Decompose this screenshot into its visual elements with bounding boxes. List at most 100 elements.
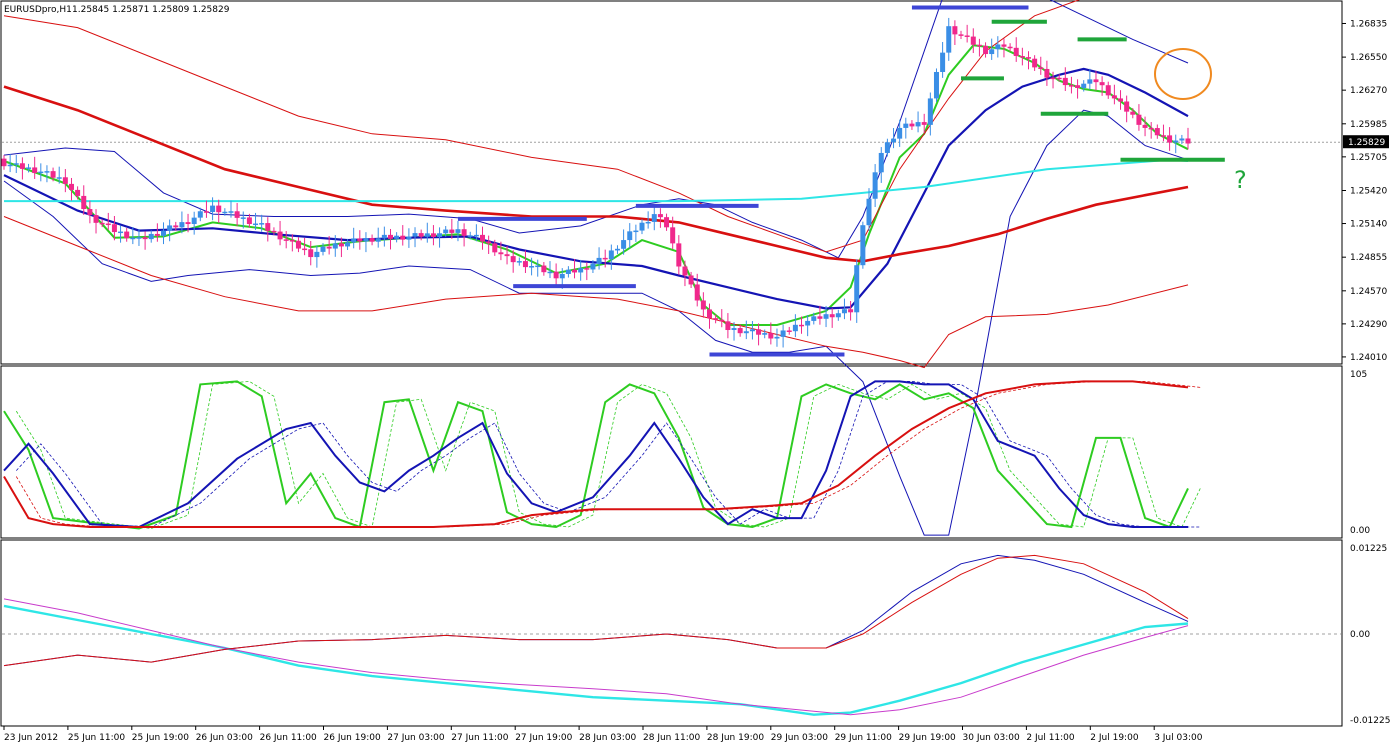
candle-body (130, 237, 136, 240)
time-tick-label: 3 Jul 03:00 (1154, 733, 1203, 743)
candle-body (203, 211, 209, 213)
indicator-ma_red_thick (3, 85, 1189, 263)
candle-body (467, 235, 473, 237)
candle-body (375, 238, 381, 242)
stochastic-panel-frame (0, 365, 1343, 539)
candle-body (946, 26, 952, 53)
price-tick-label: 1.26550 (1350, 53, 1387, 63)
time-tick-label: 27 Jun 19:00 (515, 733, 572, 743)
time-tick-label: 28 Jun 03:00 (579, 733, 636, 743)
candle-body (884, 142, 890, 153)
candle-body (731, 328, 737, 331)
candle-body (1142, 124, 1148, 128)
candle-body (762, 333, 768, 335)
time-tick-label: 27 Jun 11:00 (451, 733, 508, 743)
candle-body (320, 246, 326, 252)
candle-body (167, 225, 173, 231)
candle-body (749, 329, 755, 332)
candle-body (553, 271, 559, 279)
time-tick-label: 27 Jun 03:00 (387, 733, 444, 743)
time-tick-label: 26 Jun 03:00 (196, 733, 253, 743)
candle-body (1056, 77, 1062, 80)
price-series (1, 0, 1341, 536)
candle-body (455, 229, 461, 233)
time-tick-label: 30 Jun 03:00 (963, 733, 1020, 743)
candle-body (1032, 58, 1038, 68)
candle-body (608, 250, 614, 260)
oscillator-line (3, 554, 1189, 667)
candle-body (246, 217, 252, 225)
candle-body (792, 324, 798, 332)
time-tick-label: 28 Jun 11:00 (643, 733, 700, 743)
candle-body (565, 269, 571, 274)
candle-body (437, 233, 443, 237)
candle-body (19, 163, 25, 169)
candle-body (1075, 85, 1081, 88)
oscillator-series (2, 554, 1341, 716)
candle-body (578, 268, 584, 273)
candle-body (185, 222, 191, 225)
time-tick-label: 26 Jun 19:00 (324, 733, 381, 743)
candle-body (56, 177, 62, 179)
candle-body (829, 314, 835, 318)
candle-body (706, 309, 712, 319)
candle-body (657, 214, 663, 218)
candle-body (326, 246, 332, 249)
candle-body (572, 269, 578, 273)
candle-body (338, 243, 344, 247)
price-tick-label: 1.25420 (1350, 186, 1387, 196)
candle-body (75, 189, 81, 196)
candle-body (835, 313, 841, 318)
candle-body (210, 205, 216, 212)
candle-body (418, 233, 424, 237)
stochastic-tick-label: 105 (1350, 370, 1367, 380)
candle-body (774, 336, 780, 339)
candle-body (105, 223, 111, 226)
candle-body (921, 122, 927, 125)
candle-body (253, 223, 259, 226)
candle-body (228, 211, 234, 213)
candle-body (400, 235, 406, 240)
candle-body (492, 243, 498, 253)
indicator-lower_band_blue (3, 109, 1189, 536)
candle-body (161, 230, 167, 236)
oscillator-tick-label: 0.00 (1350, 630, 1370, 640)
candle-body (1154, 128, 1160, 136)
candle-body (866, 198, 872, 226)
candle-body (357, 238, 363, 242)
current-price-label: 1.25829 (1348, 138, 1385, 148)
candle-body (118, 231, 124, 234)
candle-body (345, 242, 351, 247)
candle-body (308, 249, 314, 258)
candle-body (271, 230, 277, 233)
time-tick-label: 23 Jun 2012 (4, 733, 58, 743)
chart-header-symbol: EURUSDpro,H1 (4, 5, 72, 15)
time-tick-label: 29 Jun 03:00 (771, 733, 828, 743)
candle-body (1062, 77, 1068, 86)
stochastic-signal-line (16, 380, 1201, 528)
candle-body (1025, 57, 1031, 59)
candle-body (602, 257, 608, 260)
price-panel-frame (0, 0, 1343, 365)
candle-body (1013, 47, 1019, 57)
candle-body (44, 171, 50, 173)
candle-body (154, 233, 160, 236)
candle-body (621, 240, 627, 249)
candle-body (173, 225, 179, 228)
candle-body (62, 177, 68, 184)
candle-body (664, 217, 670, 228)
candle-body (124, 231, 130, 239)
candle-body (1179, 138, 1185, 141)
current-price-tag (1343, 135, 1389, 149)
candle-body (639, 222, 645, 231)
y-axis-ticks: 1.26835 1.26550 1.26270 1.25985 1.25705 1.254… (1342, 19, 1390, 726)
candle-body (486, 241, 492, 244)
candle-body (933, 71, 939, 99)
candle-body (265, 223, 271, 231)
candle-body (878, 152, 884, 173)
candle-body (1111, 95, 1117, 99)
candle-body (670, 227, 676, 244)
candle-body (799, 324, 805, 327)
oscillator-line (3, 598, 1189, 716)
